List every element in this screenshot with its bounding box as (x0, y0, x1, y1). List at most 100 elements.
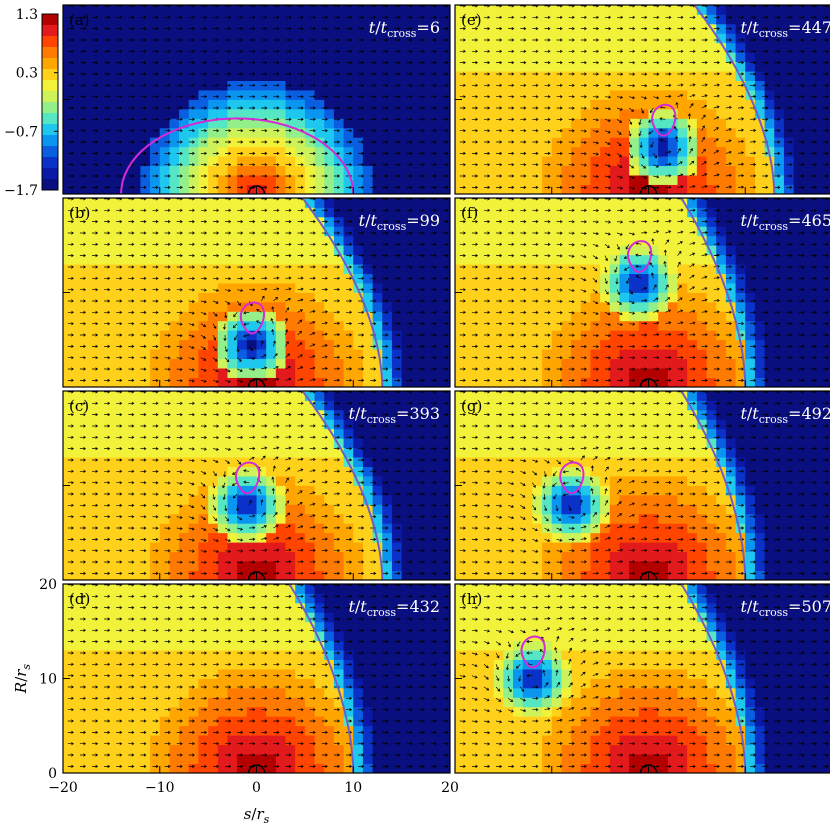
heatmap-cell (275, 457, 286, 467)
velocity-arrow (321, 220, 328, 224)
heatmap-cell (198, 71, 209, 81)
velocity-arrow (213, 27, 220, 31)
heatmap-cell (227, 602, 238, 613)
heatmap-cell (159, 669, 170, 679)
velocity-arrow (128, 288, 135, 292)
heatmap-cell (188, 650, 199, 660)
heatmap-cell (285, 494, 296, 505)
heatmap-cell (140, 428, 151, 439)
heatmap-cell (121, 377, 132, 387)
velocity-arrow (430, 49, 437, 53)
heatmap-cell (188, 428, 199, 439)
heatmap-cell (275, 561, 286, 571)
velocity-arrow (321, 571, 328, 575)
heatmap-cell (295, 292, 306, 303)
heatmap-cell (188, 165, 199, 176)
heatmap-cell (101, 283, 112, 293)
velocity-arrow (128, 515, 135, 519)
heatmap-cell (150, 697, 161, 708)
velocity-arrow (116, 628, 123, 632)
velocity-arrow (309, 140, 316, 144)
heatmap-cell (382, 175, 393, 185)
velocity-arrow (406, 458, 413, 462)
heatmap-cell (266, 71, 277, 81)
heatmap-cell (256, 593, 267, 604)
velocity-arrow (237, 516, 243, 521)
heatmap-cell (372, 207, 383, 218)
heatmap-cell (420, 80, 432, 91)
velocity-arrow (394, 254, 401, 258)
heatmap-cell (179, 716, 190, 727)
velocity-arrow (297, 366, 304, 370)
heatmap-cell (150, 631, 161, 642)
velocity-arrow (285, 341, 289, 347)
heatmap-cell (295, 754, 306, 764)
heatmap-cell (353, 108, 364, 119)
velocity-arrow (273, 413, 280, 417)
velocity-arrow (152, 95, 159, 99)
heatmap-cell (333, 725, 344, 736)
heatmap-cell (72, 612, 83, 623)
heatmap-cell (111, 754, 122, 764)
velocity-arrow (225, 413, 232, 417)
velocity-arrow (92, 163, 99, 167)
heatmap-cell (188, 504, 199, 515)
velocity-arrow (370, 49, 377, 53)
heatmap-cell (227, 513, 238, 524)
heatmap-cell (208, 725, 219, 736)
heatmap-cell (372, 254, 383, 265)
velocity-arrow (418, 117, 425, 121)
heatmap-cell (198, 551, 209, 562)
heatmap-cell (256, 476, 267, 486)
heatmap-cell (111, 706, 122, 717)
heatmap-cell (92, 146, 103, 157)
heatmap-cell (217, 207, 228, 218)
heatmap-cell (208, 419, 219, 430)
velocity-arrow (200, 459, 207, 463)
heatmap-cell (237, 593, 248, 604)
heatmap-cell (372, 264, 383, 274)
heatmap-cell (420, 697, 432, 708)
heatmap-cell (121, 697, 132, 708)
heatmap-cell (333, 301, 344, 312)
heatmap-cell (314, 735, 325, 746)
heatmap-cell (275, 377, 286, 387)
heatmap-cell (391, 292, 403, 303)
heatmap-cell (266, 358, 277, 369)
heatmap-cell (324, 358, 335, 369)
heatmap-cell (420, 368, 432, 378)
velocity-arrow (406, 424, 413, 428)
heatmap-cell (333, 42, 344, 53)
heatmap-cell (266, 254, 277, 265)
velocity-arrow (309, 435, 316, 439)
heatmap-cell (411, 311, 422, 322)
heatmap-cell (101, 71, 112, 81)
heatmap-cell (382, 198, 393, 208)
heatmap-cell (411, 593, 422, 604)
velocity-arrow (176, 27, 183, 31)
heatmap-cell (285, 725, 296, 736)
velocity-arrow (249, 140, 256, 144)
heatmap-cell (208, 358, 219, 369)
velocity-arrow (261, 151, 268, 155)
velocity-arrow (164, 49, 171, 53)
heatmap-cell (188, 292, 199, 303)
heatmap-cell (266, 184, 277, 194)
heatmap-cell (362, 118, 373, 129)
heatmap-cell (198, 207, 209, 218)
heatmap-cell (111, 61, 122, 72)
heatmap-cell (227, 428, 238, 439)
heatmap-cell (411, 108, 422, 119)
heatmap-cell (169, 137, 180, 148)
heatmap-cell (324, 428, 335, 439)
velocity-arrow (346, 15, 353, 19)
heatmap-cell (285, 33, 296, 44)
heatmap-cell (140, 669, 151, 679)
heatmap-cell (150, 391, 161, 401)
heatmap-cell (63, 669, 74, 679)
heatmap-cell (130, 621, 141, 632)
velocity-arrow (104, 299, 111, 303)
heatmap-cell (130, 52, 141, 63)
heatmap-cell (275, 640, 286, 651)
velocity-arrow (116, 549, 123, 553)
